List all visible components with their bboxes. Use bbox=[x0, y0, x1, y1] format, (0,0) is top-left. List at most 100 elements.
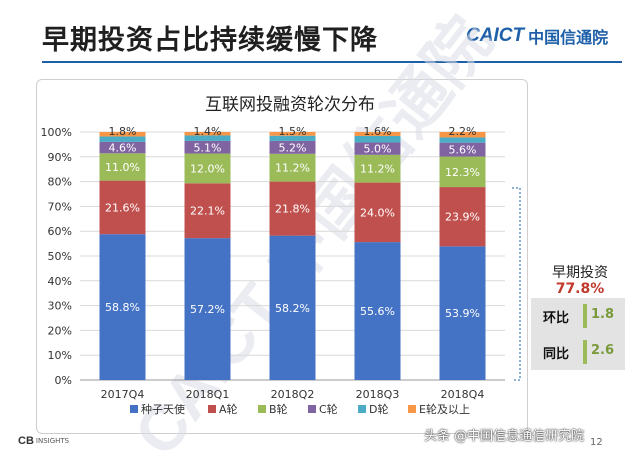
bar-segment bbox=[439, 137, 486, 143]
chart-title: 互联网投融资轮次分布 bbox=[205, 95, 375, 115]
brand-logo-cn: 中国信通院 bbox=[528, 28, 609, 47]
legend-label: 种子天使 bbox=[141, 402, 185, 416]
stat-qoq-label: 环比 bbox=[543, 311, 570, 326]
legend-label: E轮及以上 bbox=[419, 402, 470, 416]
stat-yoy-label: 同比 bbox=[543, 347, 570, 362]
data-label: 58.2% bbox=[275, 302, 310, 315]
y-tick-label: 20% bbox=[48, 324, 72, 337]
data-label: 5.6% bbox=[449, 144, 477, 157]
bar-segment bbox=[184, 183, 231, 239]
slide-title: 早期投资占比持续缓慢下降 bbox=[42, 25, 378, 56]
data-label: 1.5% bbox=[279, 125, 307, 138]
bar-segment bbox=[354, 142, 401, 155]
bar-segment bbox=[439, 187, 486, 247]
legend-label: D轮 bbox=[369, 402, 388, 416]
bar-segment bbox=[184, 140, 231, 154]
page-number: 12 bbox=[590, 437, 603, 448]
data-label: 21.6% bbox=[105, 201, 140, 214]
data-label: 1.4% bbox=[194, 125, 222, 138]
bar-segment bbox=[269, 132, 316, 136]
data-label: 12.3% bbox=[445, 166, 480, 179]
data-label: 21.8% bbox=[275, 203, 310, 216]
x-tick-label: 2018Q1 bbox=[186, 388, 230, 401]
bar-segment bbox=[99, 180, 146, 235]
bar-segment bbox=[354, 135, 401, 143]
legend-swatch bbox=[408, 405, 416, 413]
cb-insights-logo-text: CB bbox=[18, 435, 34, 447]
bar-segment bbox=[99, 234, 146, 380]
stat-qoq: 环比 1.8 bbox=[531, 298, 625, 334]
source-credit: 头条 @中国信息通信研究院 bbox=[424, 429, 585, 444]
cb-insights-logo-small: INSIGHTS bbox=[35, 437, 70, 445]
bar-segment bbox=[184, 238, 231, 380]
bar-segment bbox=[354, 182, 401, 243]
data-label: 57.2% bbox=[190, 303, 225, 316]
early-investment-label: 早期投资 bbox=[552, 265, 608, 281]
bar-segment bbox=[354, 154, 401, 183]
brand-logo: CAICT 中国信通院 bbox=[466, 24, 608, 48]
bar-segment bbox=[269, 153, 316, 182]
bar-segment bbox=[184, 132, 231, 136]
data-label: 23.9% bbox=[445, 211, 480, 224]
x-tick-label: 2017Q4 bbox=[101, 388, 145, 401]
bar-segment bbox=[99, 136, 146, 142]
data-label: 53.9% bbox=[445, 307, 480, 320]
y-tick-label: 50% bbox=[48, 250, 72, 263]
stat-qoq-value: 1.8 bbox=[591, 307, 615, 322]
bar-segment bbox=[269, 140, 316, 154]
bar-segment bbox=[439, 132, 486, 138]
data-label: 1.8% bbox=[109, 125, 137, 138]
bracket bbox=[512, 187, 521, 381]
bar-segment bbox=[184, 135, 231, 141]
legend-swatch bbox=[208, 405, 216, 413]
legend-swatch bbox=[308, 405, 316, 413]
title-divider bbox=[42, 61, 622, 63]
legend-swatch bbox=[130, 405, 138, 413]
early-investment-value: 77.8% bbox=[555, 281, 605, 297]
data-label: 22.1% bbox=[190, 205, 225, 218]
data-label: 2.2% bbox=[449, 125, 477, 138]
y-tick-label: 100% bbox=[41, 126, 72, 139]
y-tick-label: 10% bbox=[48, 349, 72, 362]
x-tick-label: 2018Q4 bbox=[441, 388, 485, 401]
data-label: 5.1% bbox=[194, 141, 222, 154]
brand-logo-en: CAICT bbox=[466, 25, 525, 46]
data-label: 12.0% bbox=[190, 162, 225, 175]
bar-segment bbox=[354, 132, 401, 136]
data-label: 11.0% bbox=[105, 161, 140, 174]
bar-segment bbox=[439, 246, 486, 380]
bar-segment bbox=[439, 156, 486, 188]
y-tick-label: 80% bbox=[48, 176, 72, 189]
bar-segment bbox=[184, 153, 231, 184]
cb-insights-logo: CB INSIGHTS bbox=[18, 435, 69, 447]
legend-swatch bbox=[258, 405, 266, 413]
bar-segment bbox=[99, 132, 146, 137]
bar-segment bbox=[354, 242, 401, 380]
stat-yoy-value: 2.6 bbox=[591, 343, 615, 358]
stat-yoy: 同比 2.6 bbox=[531, 334, 625, 370]
data-label: 58.8% bbox=[105, 301, 140, 314]
data-label: 5.2% bbox=[279, 141, 307, 154]
bar-segment bbox=[99, 153, 146, 181]
stat-yoy-bar bbox=[583, 340, 587, 364]
y-tick-label: 30% bbox=[48, 300, 72, 313]
bar-segment bbox=[269, 235, 316, 380]
x-tick-label: 2018Q3 bbox=[356, 388, 400, 401]
bar-segment bbox=[439, 142, 486, 157]
data-label: 11.2% bbox=[360, 163, 395, 176]
y-tick-label: 40% bbox=[48, 275, 72, 288]
x-tick-label: 2018Q2 bbox=[271, 388, 315, 401]
data-label: 11.2% bbox=[275, 162, 310, 175]
bar-segment bbox=[269, 135, 316, 141]
legend-label: B轮 bbox=[269, 402, 288, 416]
y-tick-label: 90% bbox=[48, 151, 72, 164]
stat-qoq-bar bbox=[583, 304, 587, 328]
y-tick-label: 70% bbox=[48, 200, 72, 213]
data-label: 5.0% bbox=[364, 143, 392, 156]
legend-label: A轮 bbox=[219, 402, 238, 416]
data-label: 55.6% bbox=[360, 305, 395, 318]
bar-segment bbox=[269, 181, 316, 236]
y-tick-label: 0% bbox=[55, 374, 72, 387]
legend-swatch bbox=[358, 405, 366, 413]
